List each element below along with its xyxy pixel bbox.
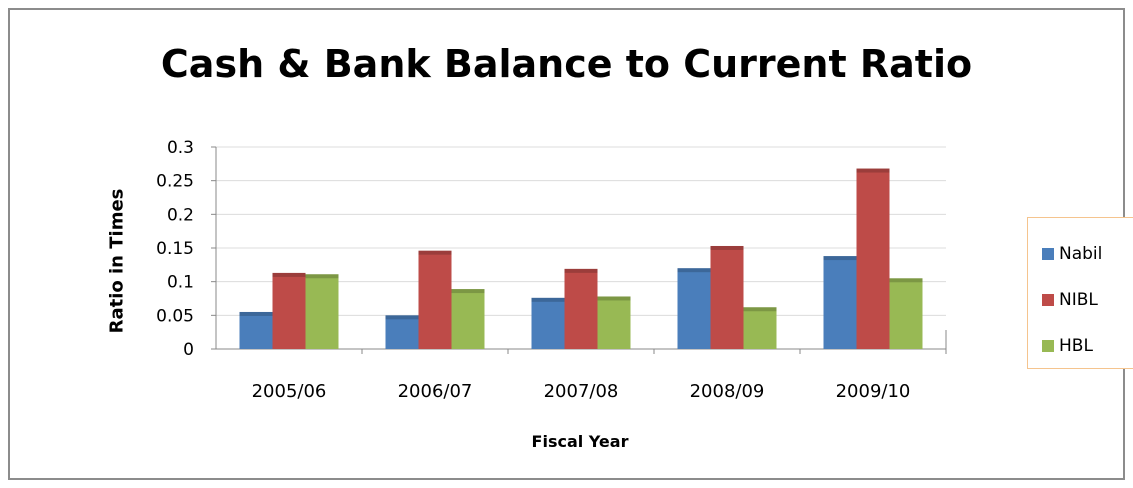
- y-tick-label: 0.05: [156, 306, 194, 326]
- bar-top-shade: [856, 168, 890, 173]
- bar-top-shade: [239, 311, 273, 316]
- bar-top-shade: [305, 274, 339, 279]
- y-axis-label: Ratio in Times: [106, 188, 128, 334]
- legend-item-nabil: Nabil: [1042, 244, 1102, 264]
- bar-nabil-2009-10: [823, 256, 857, 349]
- legend-swatch: [1042, 294, 1054, 306]
- bar-top-shade: [272, 272, 306, 277]
- bar-hbl-2005-06: [305, 274, 339, 349]
- chart-frame: [8, 8, 1125, 480]
- y-tick-label: 0.25: [156, 172, 194, 192]
- y-tick-label: 0.3: [167, 138, 194, 158]
- legend: Nabil NIBL HBL: [1027, 217, 1133, 369]
- bar-top-shade: [677, 268, 711, 273]
- x-tick-label: 2009/10: [836, 381, 911, 402]
- y-tick-label: 0.2: [167, 205, 194, 225]
- bar-top-shade: [823, 256, 857, 261]
- legend-label: HBL: [1059, 336, 1093, 356]
- bar-nabil-2007-08: [531, 297, 565, 349]
- bar-top-shade: [418, 250, 452, 255]
- legend-swatch: [1042, 248, 1054, 260]
- bar-top-shade: [451, 289, 485, 294]
- bar-nibl-2009-10: [856, 168, 890, 349]
- bar-hbl-2007-08: [597, 296, 631, 349]
- legend-item-nibl: NIBL: [1042, 290, 1098, 310]
- bar-hbl-2009-10: [889, 278, 923, 349]
- bar-top-shade: [710, 245, 744, 250]
- bar-top-shade: [743, 307, 777, 312]
- y-tick-label: 0.15: [156, 239, 194, 259]
- bar-hbl-2006-07: [451, 289, 485, 349]
- x-tick-label: 2006/07: [398, 381, 473, 402]
- y-tick-label: 0: [183, 340, 194, 360]
- tick-labels: 0 0.05 0.1 0.15 0.2 0.25 0.3 2005/06 2006/07 2007…: [156, 138, 910, 402]
- bar-nibl-2006-07: [418, 250, 452, 349]
- legend-item-hbl: HBL: [1042, 336, 1093, 356]
- x-tick-label: 2005/06: [252, 381, 327, 402]
- bar-nibl-2008-09: [710, 245, 744, 349]
- bar-top-shade: [597, 296, 631, 301]
- x-tick-label: 2007/08: [544, 381, 619, 402]
- x-axis-label: Fiscal Year: [531, 432, 629, 451]
- bars: [239, 168, 923, 349]
- chart-title: Cash & Bank Balance to Current Ratio: [160, 42, 973, 86]
- bar-top-shade: [531, 297, 565, 302]
- legend-label: NIBL: [1059, 290, 1098, 310]
- bar-top-shade: [564, 268, 598, 273]
- legend-swatch: [1042, 340, 1054, 352]
- bar-nabil-2006-07: [385, 315, 419, 349]
- bar-nabil-2008-09: [677, 268, 711, 349]
- x-tick-label: 2008/09: [690, 381, 765, 402]
- bar-top-shade: [889, 278, 923, 283]
- bar-nibl-2005-06: [272, 272, 306, 349]
- y-tick-label: 0.1: [167, 273, 194, 293]
- bar-nibl-2007-08: [564, 268, 598, 349]
- bar-hbl-2008-09: [743, 307, 777, 349]
- bar-top-shade: [385, 315, 419, 320]
- bar-nabil-2005-06: [239, 311, 273, 349]
- legend-label: Nabil: [1059, 244, 1103, 264]
